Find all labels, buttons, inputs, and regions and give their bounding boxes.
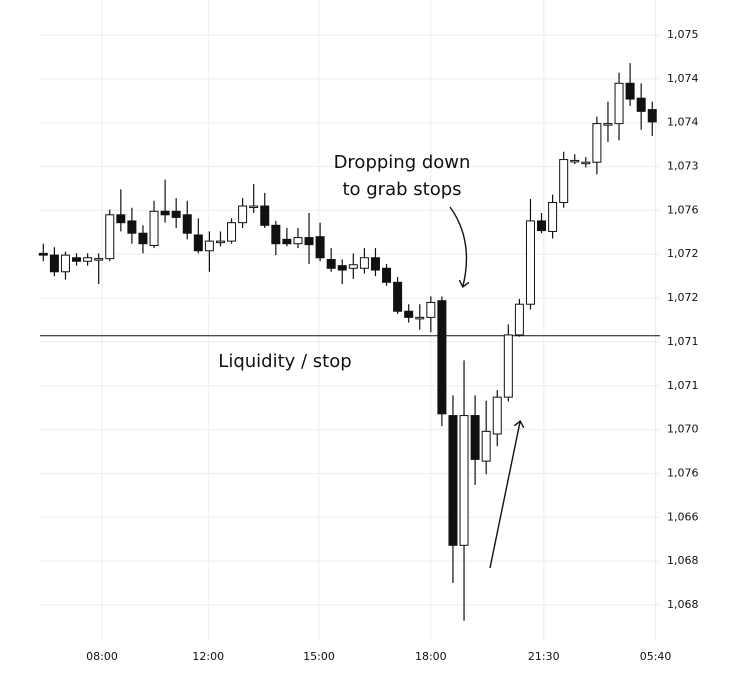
candle-body <box>215 240 225 244</box>
candle-body <box>492 396 502 435</box>
candle-body <box>348 264 358 269</box>
y-tick-label: 1,071 <box>667 335 699 348</box>
y-tick-label: 1,073 <box>667 160 699 173</box>
y-tick-label: 1,074 <box>667 116 699 129</box>
candle-body <box>293 237 303 245</box>
candle-body <box>592 123 602 163</box>
candle-body <box>503 334 513 398</box>
candle-body <box>271 224 281 245</box>
candle-body <box>382 267 392 283</box>
candle-body <box>105 214 115 260</box>
candle-body <box>127 220 137 234</box>
arrow <box>489 422 520 569</box>
candle-body <box>448 415 458 546</box>
y-tick-label: 1,068 <box>667 598 699 611</box>
candle-body <box>359 257 369 269</box>
candle-body <box>138 232 148 245</box>
y-tick-label: 1,072 <box>667 247 699 260</box>
candle-body <box>636 97 646 112</box>
candle-body <box>249 205 259 209</box>
x-tick-label: 15:00 <box>303 650 335 663</box>
candle-body <box>171 210 181 218</box>
candle-body <box>326 259 336 269</box>
candle-body <box>282 238 292 245</box>
y-tick-label: 1,075 <box>667 28 699 41</box>
candle-body <box>404 310 414 318</box>
candle-body <box>415 316 425 320</box>
x-tick-label: 12:00 <box>192 650 224 663</box>
candle-body <box>470 415 480 460</box>
candle-body <box>625 82 635 100</box>
x-tick-label: 18:00 <box>415 650 447 663</box>
candle-body <box>94 258 104 261</box>
candle-body <box>227 222 237 242</box>
y-tick-label: 1,076 <box>667 466 699 479</box>
candle-body <box>193 234 203 252</box>
candle-body <box>160 210 170 216</box>
candle-body <box>38 252 48 256</box>
candle-body <box>614 82 624 125</box>
y-tick-label: 1,076 <box>667 203 699 216</box>
candle-body <box>370 257 380 271</box>
candle-body <box>315 236 325 259</box>
y-tick-label: 1,070 <box>667 423 699 436</box>
candle-body <box>337 265 347 271</box>
annotation: to grab stops <box>342 179 461 200</box>
x-tick-label: 05:40 <box>640 650 672 663</box>
level-label: Liquidity / stop <box>218 351 351 372</box>
candle-body <box>647 109 657 123</box>
annotation: Dropping down <box>334 152 471 173</box>
candle-body <box>537 220 547 232</box>
candle-body <box>437 300 447 415</box>
candle-body <box>548 202 558 232</box>
candle-body <box>149 210 159 246</box>
candle-body <box>304 237 314 246</box>
candle-body <box>72 257 82 262</box>
candle-body <box>116 214 126 224</box>
candle-body <box>260 205 270 226</box>
candle-body <box>49 254 59 273</box>
candle-body <box>426 301 436 318</box>
candle-body <box>525 220 535 305</box>
candle-body <box>204 240 214 252</box>
y-tick-label: 1,066 <box>667 510 699 523</box>
candle-body <box>393 281 403 312</box>
candles <box>38 63 657 621</box>
candle-body <box>238 205 248 224</box>
candle-body <box>581 161 591 165</box>
candle-body <box>83 257 93 262</box>
x-tick-label: 21:30 <box>528 650 560 663</box>
candle-body <box>514 303 524 336</box>
candle-body <box>182 214 192 234</box>
arrow <box>449 206 466 286</box>
y-tick-label: 1,071 <box>667 379 699 392</box>
grid <box>40 0 660 640</box>
x-tick-label: 08:00 <box>86 650 118 663</box>
candle-body <box>570 159 580 163</box>
candle-body <box>60 254 70 273</box>
y-tick-label: 1,072 <box>667 291 699 304</box>
candle-body <box>459 415 469 546</box>
y-tick-label: 1,074 <box>667 72 699 85</box>
y-tick-label: 1,068 <box>667 554 699 567</box>
candle-body <box>481 430 491 462</box>
candle-body <box>559 159 569 204</box>
candle-body <box>603 123 613 126</box>
